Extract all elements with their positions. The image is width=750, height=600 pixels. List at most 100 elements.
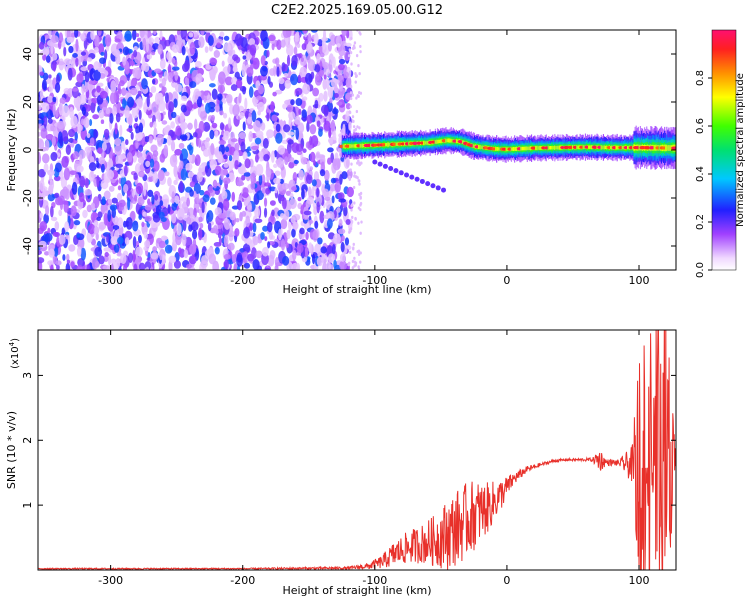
noise-blob [250,181,256,190]
noise-blob [331,244,336,255]
signal-band-cell [361,143,364,148]
noise-blob [48,244,56,249]
signal-band-cell [632,145,634,150]
noise-blob [198,120,205,133]
noise-blob [97,67,106,73]
noise-blob [42,72,49,81]
noise-blob [47,169,55,176]
signal-band-cell [386,142,388,147]
noise-blob [113,49,121,58]
signal-band-cell [603,145,606,150]
noise-blob [75,38,79,52]
noise-blob [344,51,351,61]
noise-blob [352,247,355,251]
noise-blob [218,71,226,85]
signal-band-cell [495,146,497,151]
noise-blob [285,242,289,249]
noise-blob [345,102,351,110]
spectrogram-y-label: Frequency (Hz) [5,109,18,192]
noise-blob [98,156,106,165]
noise-blob [314,220,319,229]
noise-blob [318,92,324,102]
noise-blob [306,121,310,133]
noise-blob [297,74,302,83]
noise-blob [88,80,95,85]
noise-blob [48,248,55,258]
noise-blob [359,231,362,235]
noise-blob [101,141,107,151]
noise-blob [323,90,328,102]
noise-blob [38,168,46,178]
noise-blob [130,131,134,140]
signal-band-cell [556,146,558,150]
x-tick-label: 100 [629,274,650,287]
signal-band-cell [596,145,598,150]
noise-blob [196,96,203,108]
noise-blob [84,146,92,153]
noise-blob [62,254,66,261]
noise-blob [50,205,54,218]
noise-blob [254,218,263,224]
noise-blob [103,49,108,61]
noise-blob [71,181,78,195]
noise-blob [223,163,229,168]
noise-blob [89,137,95,147]
noise-blob [68,45,74,54]
noise-blob [87,223,96,235]
signal-streak [430,183,436,189]
noise-blob [219,122,225,131]
noise-blob [229,224,234,234]
noise-blob [333,233,341,245]
noise-blob [61,130,69,142]
noise-blob [57,195,65,206]
noise-blob [359,44,362,49]
noise-blob [260,122,266,131]
noise-blob [167,204,171,214]
signal-band-cell [559,145,561,150]
noise-blob [179,153,184,162]
signal-band-cell [435,139,438,144]
signal-band-cell [602,145,605,150]
noise-blob [347,54,351,58]
signal-band-cell [447,138,449,143]
noise-blob [345,42,352,47]
noise-blob [183,249,189,259]
noise-blob [98,109,105,119]
noise-blob [202,194,210,203]
noise-blob [90,202,96,210]
noise-blob [282,30,291,39]
noise-blob [146,94,150,108]
noise-blob [75,57,79,67]
noise-blob [98,255,105,265]
noise-blob [117,83,121,94]
signal-band-cell [516,146,518,151]
noise-blob [282,103,288,110]
noise-blob [298,52,303,59]
noise-blob [228,50,233,57]
signal-band-cell [353,144,355,148]
noise-blob [278,77,285,85]
signal-band-cell [441,139,443,144]
noise-blob [274,57,280,66]
noise-blob [171,191,175,204]
noise-blob [109,112,114,124]
noise-blob [266,49,270,58]
noise-blob [279,178,284,184]
noise-blob [112,152,116,165]
noise-blob [255,164,264,176]
noise-blob [176,223,182,236]
noise-blob [68,244,76,252]
noise-blob [351,259,355,263]
noise-blob [179,160,184,169]
noise-blob [194,118,198,130]
noise-blob [67,87,74,98]
noise-blob [200,106,205,112]
noise-blob [96,160,100,169]
noise-blob [310,30,318,33]
noise-blob [82,85,89,93]
noise-blob [252,57,260,70]
noise-blob [55,109,59,118]
noise-blob [152,160,160,172]
noise-blob [133,49,138,58]
noise-blob [264,149,269,154]
